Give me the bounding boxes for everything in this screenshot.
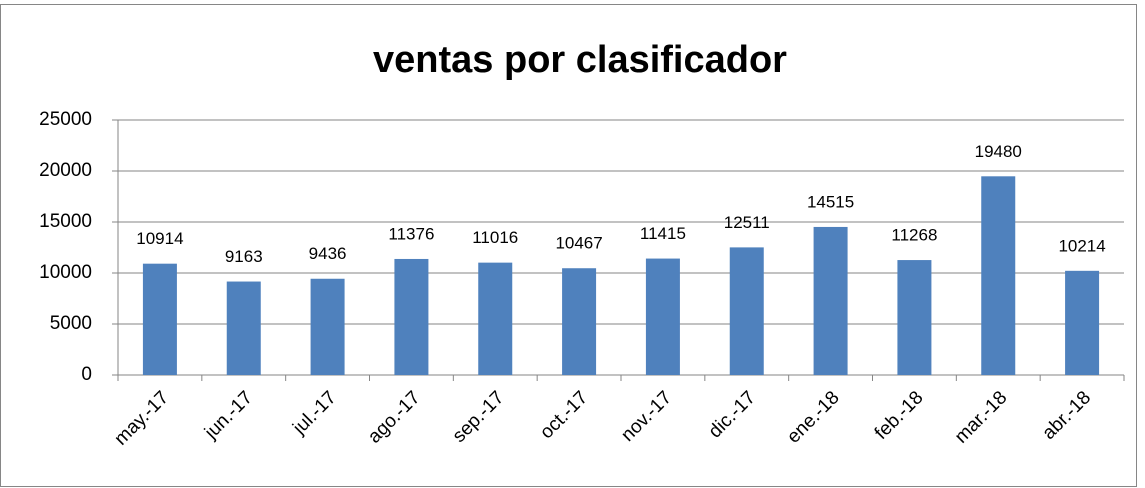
data-label: 10914 (136, 229, 183, 248)
data-label: 9163 (225, 247, 263, 266)
bar (394, 258, 429, 375)
y-tick-label: 10000 (39, 262, 92, 283)
bar (813, 226, 848, 375)
chart-title: ventas por clasificador (373, 39, 787, 81)
y-tick-label: 0 (81, 364, 92, 385)
bar (226, 281, 261, 375)
data-label: 11016 (472, 228, 518, 247)
bar (897, 260, 932, 375)
bar (142, 263, 177, 375)
data-label: 19480 (975, 142, 1022, 161)
bar (981, 176, 1016, 375)
data-label: 10214 (1058, 236, 1105, 255)
data-label: 11376 (388, 224, 434, 243)
data-label: 10467 (555, 234, 602, 253)
bar (645, 258, 680, 375)
bar (310, 278, 345, 375)
data-label: 12511 (724, 213, 770, 232)
chart-border (0, 4, 1137, 487)
y-tick-label: 15000 (39, 211, 92, 232)
data-label: 9436 (309, 244, 347, 263)
y-tick-label: 25000 (39, 109, 92, 130)
bar (1065, 270, 1100, 375)
bar (478, 262, 513, 375)
data-label: 11415 (640, 224, 686, 243)
bar (562, 268, 597, 375)
y-tick-label: 20000 (39, 160, 92, 181)
data-label: 14515 (807, 192, 854, 211)
y-tick-label: 5000 (50, 313, 92, 334)
data-label: 11268 (891, 226, 937, 245)
bar (729, 247, 764, 375)
